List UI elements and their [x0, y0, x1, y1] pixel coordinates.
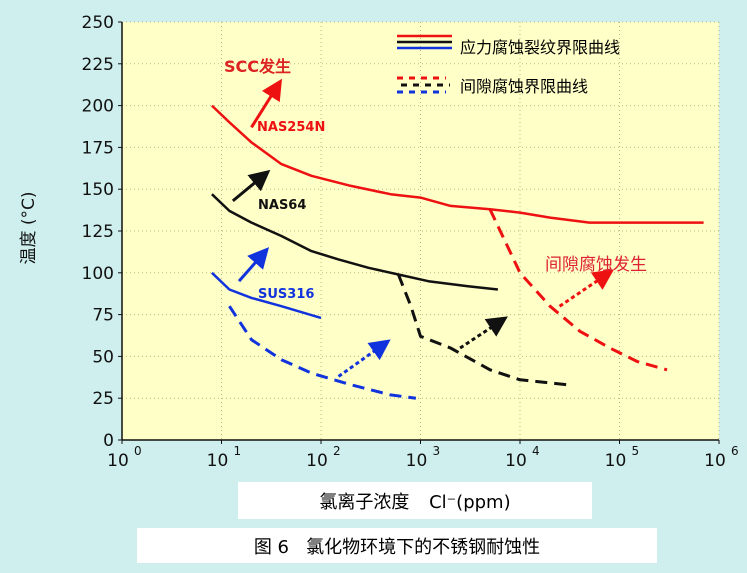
- y-tick-label-150: 150: [82, 180, 114, 200]
- series-sus316-scc-line: [211, 271, 322, 320]
- x-tick-label-5: 10: [605, 451, 627, 471]
- arrow-nas254n-scc: [250, 78, 283, 129]
- x-tick-labels: 10 0 10 1 10 2 10 3 10 4 10 5 10 6: [107, 440, 739, 471]
- y-axis-label: 温度 (°C): [19, 191, 39, 264]
- x-tick-label-1: 10: [207, 451, 229, 471]
- y-tick-label-25: 25: [92, 389, 114, 409]
- legend-solid-swatch: [397, 34, 452, 50]
- legend-label-crevice-corrosion: 间隙腐蚀界限曲线: [460, 77, 588, 96]
- arrow-nas64-scc: [231, 169, 271, 203]
- legend-dashed-swatch: [397, 76, 450, 94]
- legend-label-stress-corrosion: 应力腐蚀裂纹界限曲线: [460, 38, 620, 57]
- x-tick-exponent-3: 3: [433, 444, 441, 458]
- y-tick-label-175: 175: [82, 138, 114, 158]
- annotation-arrows: [231, 78, 615, 378]
- x-tick-label-2: 10: [306, 451, 328, 471]
- y-tick-label-75: 75: [92, 306, 114, 326]
- arrow-nas254n-crevice: [558, 269, 615, 308]
- x-axis-label-main: 氯离子浓度: [319, 492, 409, 513]
- arrow-sus316-crevice: [337, 339, 391, 378]
- data-series: [211, 104, 704, 400]
- series-nas254n-crevice-line: [488, 208, 668, 372]
- series-label-nas64: NAS64: [258, 198, 306, 213]
- x-axis-label-box: [238, 482, 592, 519]
- plot-area: [122, 22, 719, 440]
- x-tick-exponent-1: 1: [234, 444, 242, 458]
- x-axis-label: 氯离子浓度 Cl⁻(ppm): [319, 492, 510, 513]
- annotation-crevice-occurrence: 间隙腐蚀发生: [545, 255, 647, 275]
- x-tick-label-3: 10: [406, 451, 428, 471]
- y-tick-label-0: 0: [103, 431, 114, 451]
- x-tick-exponent-6: 6: [731, 444, 739, 458]
- x-tick-label-0: 10: [107, 451, 129, 471]
- annotation-scc-occurrence: SCC发生: [224, 57, 291, 76]
- figure-caption: 图 6 氯化物环境下的不锈钢耐蚀性: [254, 537, 540, 558]
- arrow-sus316-scc: [237, 247, 270, 283]
- arrow-nas64-crevice: [459, 316, 508, 350]
- y-tick-label-125: 125: [82, 222, 114, 242]
- y-tick-label-225: 225: [82, 55, 114, 75]
- x-tick-exponent-5: 5: [632, 444, 640, 458]
- x-tick-label-4: 10: [505, 451, 527, 471]
- y-tick-label-50: 50: [92, 347, 114, 367]
- x-tick-exponent-2: 2: [333, 444, 341, 458]
- figure-caption-box: [137, 528, 657, 563]
- x-tick-exponent-4: 4: [532, 444, 540, 458]
- x-axis-label-unit: Cl⁻(ppm): [429, 492, 511, 513]
- x-tick-exponent-0: 0: [134, 444, 142, 458]
- y-tick-label-200: 200: [82, 97, 114, 117]
- y-tick-labels: 0 25 50 75 100 125 150 175 200 225 250: [82, 13, 122, 451]
- y-tick-label-250: 250: [82, 13, 114, 33]
- series-label-sus316: SUS316: [258, 287, 314, 302]
- x-tick-label-6: 10: [704, 451, 726, 471]
- series-nas254n-scc-line: [211, 104, 704, 224]
- series-sus316-crevice-line: [228, 305, 417, 400]
- series-label-nas254n: NAS254N: [257, 120, 325, 135]
- y-tick-label-100: 100: [82, 264, 114, 284]
- series-nas64-crevice-line: [397, 273, 568, 387]
- series-nas64-scc-line: [211, 193, 499, 291]
- legend: 应力腐蚀裂纹界限曲线 间隙腐蚀界限曲线: [397, 34, 620, 96]
